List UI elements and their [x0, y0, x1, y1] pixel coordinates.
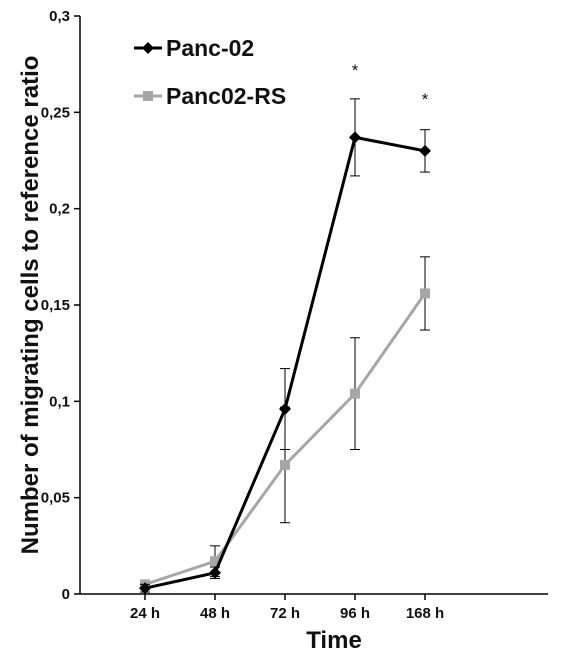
legend: Panc-02 Panc02-RS [134, 35, 286, 109]
data-point [350, 388, 360, 399]
y-tick-label: 0,05 [41, 490, 70, 507]
x-tick-label: 72 h [270, 605, 300, 622]
y-axis-title: Number of migrating cells to reference r… [17, 56, 44, 555]
legend-label: Panc-02 [166, 35, 254, 61]
series-layer [139, 98, 431, 595]
x-tick-label: 48 h [200, 605, 230, 622]
x-axis-title: Time [306, 627, 362, 654]
y-tick-label: 0 [62, 586, 70, 603]
data-point [349, 131, 361, 144]
y-tick-label: 0,2 [49, 201, 70, 218]
significance-marker: * [422, 90, 429, 109]
data-point [209, 566, 221, 579]
legend-item: Panc-02 [134, 35, 254, 61]
x-tick-label: 168 h [406, 605, 444, 622]
y-tick-label: 0,15 [41, 297, 70, 314]
x-ticks: 24 h 48 h 72 h 96 h 168 h [130, 594, 444, 622]
legend-marker [143, 91, 153, 101]
significance-marker: * [352, 61, 359, 80]
data-point [210, 556, 220, 567]
x-tick-label: 96 h [340, 605, 370, 622]
annotations: ** [352, 61, 429, 109]
y-tick-label: 0,1 [49, 393, 70, 410]
y-tick-label: 0,3 [49, 8, 70, 25]
legend-label: Panc02-RS [166, 83, 286, 109]
legend-item: Panc02-RS [134, 83, 286, 109]
data-point [280, 459, 290, 470]
y-ticks: 0 0,05 0,1 0,15 0,2 0,25 0,3 [41, 8, 80, 603]
y-tick-label: 0,25 [41, 104, 70, 121]
legend-marker [142, 42, 154, 54]
data-point [279, 403, 291, 416]
data-point [420, 288, 430, 299]
data-point [419, 144, 431, 157]
series-panc-02 [139, 98, 431, 595]
data-point [139, 582, 151, 595]
axes [79, 16, 548, 595]
x-tick-label: 24 h [130, 605, 160, 622]
